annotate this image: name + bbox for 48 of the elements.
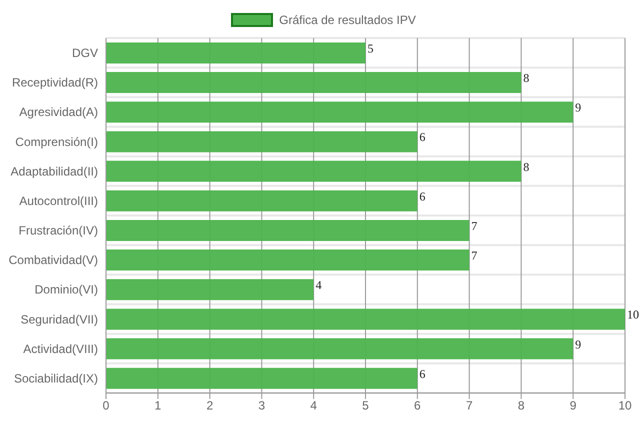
data-label: 7 (471, 248, 478, 263)
x-tick-label: 0 (102, 398, 110, 413)
x-tick-label: 3 (258, 398, 266, 413)
bar (106, 250, 470, 271)
x-tick-label: 10 (618, 398, 632, 413)
y-tick-label: Seguridad(VII) (20, 312, 98, 326)
y-tick-label: Comprensión(I) (15, 134, 98, 149)
y-tick-label: Frustración(IV) (18, 224, 98, 238)
x-tick-label: 7 (466, 398, 473, 413)
data-label: 7 (471, 218, 478, 233)
y-tick-label: Dominio(VI) (34, 282, 98, 297)
bar (106, 190, 418, 212)
y-tick-label: Sociabilidad(IX) (14, 371, 98, 386)
y-tick-label: Actividad(VIII) (23, 342, 98, 356)
x-tick-label: 5 (362, 398, 370, 413)
x-tick-label: 4 (310, 398, 318, 413)
data-label: 8 (523, 160, 530, 174)
data-label: 9 (575, 337, 582, 352)
bar (106, 42, 366, 64)
x-tick-label: 2 (206, 398, 214, 413)
bar (106, 308, 625, 330)
data-label: 10 (627, 308, 639, 322)
y-tick-label: Receptividad(R) (12, 76, 98, 90)
data-label: 8 (523, 71, 530, 86)
y-tick-label: Adaptabilidad(II) (10, 164, 98, 178)
data-label: 9 (575, 100, 582, 115)
bar (106, 160, 522, 182)
x-tick-label: 9 (570, 398, 577, 413)
x-tick-label: 6 (414, 398, 422, 413)
data-label: 5 (368, 41, 374, 56)
y-tick-label: Agresividad(A) (19, 105, 98, 120)
y-tick-label: Autocontrol(III) (19, 194, 98, 208)
data-label: 4 (316, 278, 322, 292)
data-label: 6 (419, 366, 426, 381)
x-tick-label: 1 (154, 398, 162, 413)
y-tick-label: DGV (72, 46, 98, 60)
bar (106, 279, 314, 300)
bar (106, 338, 574, 360)
bar (106, 368, 418, 389)
bar (106, 220, 470, 241)
data-label: 6 (419, 130, 426, 144)
bar (106, 131, 418, 152)
x-tick-label: 8 (518, 398, 525, 413)
bar (106, 72, 522, 94)
data-label: 6 (419, 189, 426, 204)
series-label: Gráfica de resultados IPV (279, 13, 416, 27)
y-tick-label: Combatividad(V) (8, 253, 98, 268)
bar (106, 102, 574, 123)
